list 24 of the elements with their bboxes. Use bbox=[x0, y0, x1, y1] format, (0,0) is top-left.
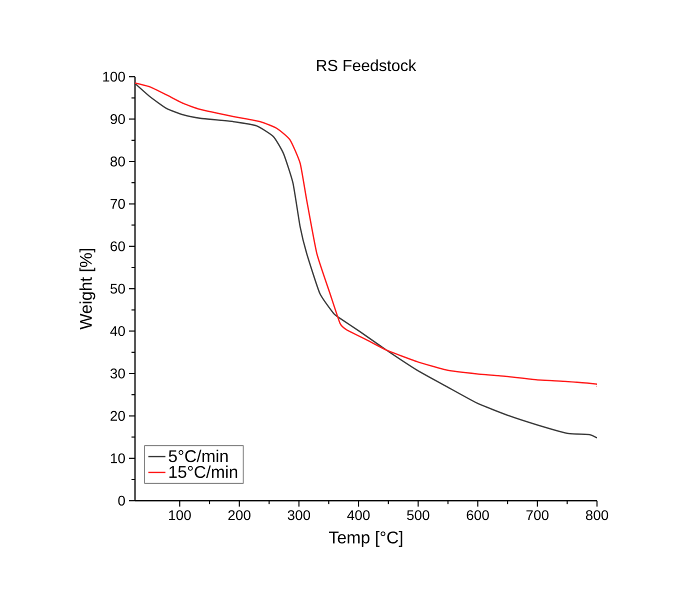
y-axis-title: Weight [%] bbox=[79, 248, 96, 330]
x-axis-title: Temp [°C] bbox=[328, 531, 402, 547]
x-tick-label: 700 bbox=[526, 510, 549, 520]
y-tick-label: 90 bbox=[110, 114, 125, 124]
y-tick-label: 10 bbox=[110, 453, 125, 464]
y-tick-label: 70 bbox=[110, 198, 125, 209]
x-tick-label: 200 bbox=[228, 510, 250, 520]
y-tick-label: 0 bbox=[118, 496, 125, 506]
y-tick-label: 40 bbox=[110, 326, 125, 336]
x-tick-label: 400 bbox=[347, 510, 370, 520]
y-tick-label: 50 bbox=[110, 284, 125, 294]
y-tick-label: 80 bbox=[110, 156, 125, 166]
x-tick-label: 800 bbox=[586, 510, 608, 520]
chart-title: RS Feedstock bbox=[317, 59, 416, 72]
legend-label: 15°C/min bbox=[169, 466, 238, 478]
x-tick-label: 100 bbox=[169, 510, 191, 520]
x-tick-label: 300 bbox=[288, 510, 310, 520]
x-tick-label: 500 bbox=[407, 510, 430, 520]
y-tick-label: 60 bbox=[110, 241, 125, 252]
x-tick-label: 600 bbox=[466, 510, 489, 520]
y-tick-label: 100 bbox=[103, 72, 125, 82]
y-tick-label: 20 bbox=[110, 410, 125, 421]
y-tick-label: 30 bbox=[110, 368, 125, 378]
legend-label: 5°C/min bbox=[168, 450, 228, 462]
